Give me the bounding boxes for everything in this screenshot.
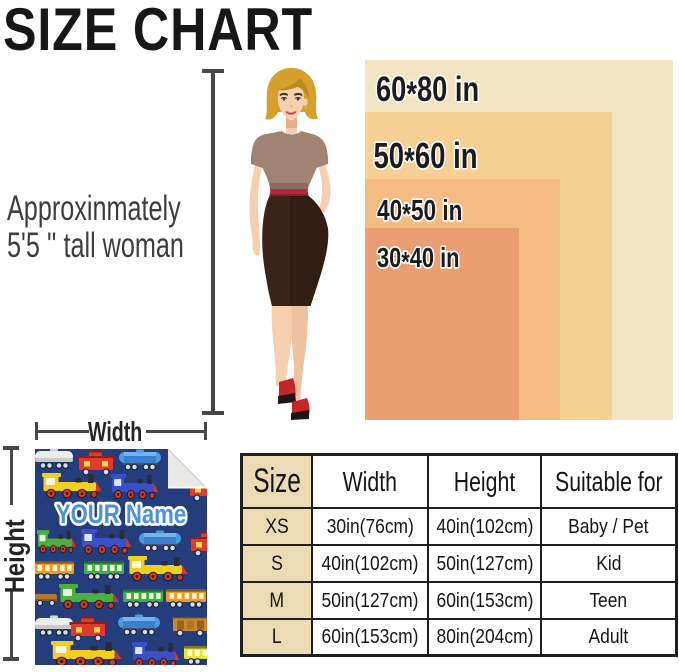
svg-text:60*80 in: 60*80 in: [376, 70, 479, 114]
svg-text:40*50 in: 40*50 in: [377, 193, 462, 230]
svg-text:50*60 in: 50*60 in: [374, 135, 478, 180]
svg-text:YOUR Name: YOUR Name: [56, 500, 186, 530]
svg-text:30*40 in: 30*40 in: [377, 242, 460, 277]
